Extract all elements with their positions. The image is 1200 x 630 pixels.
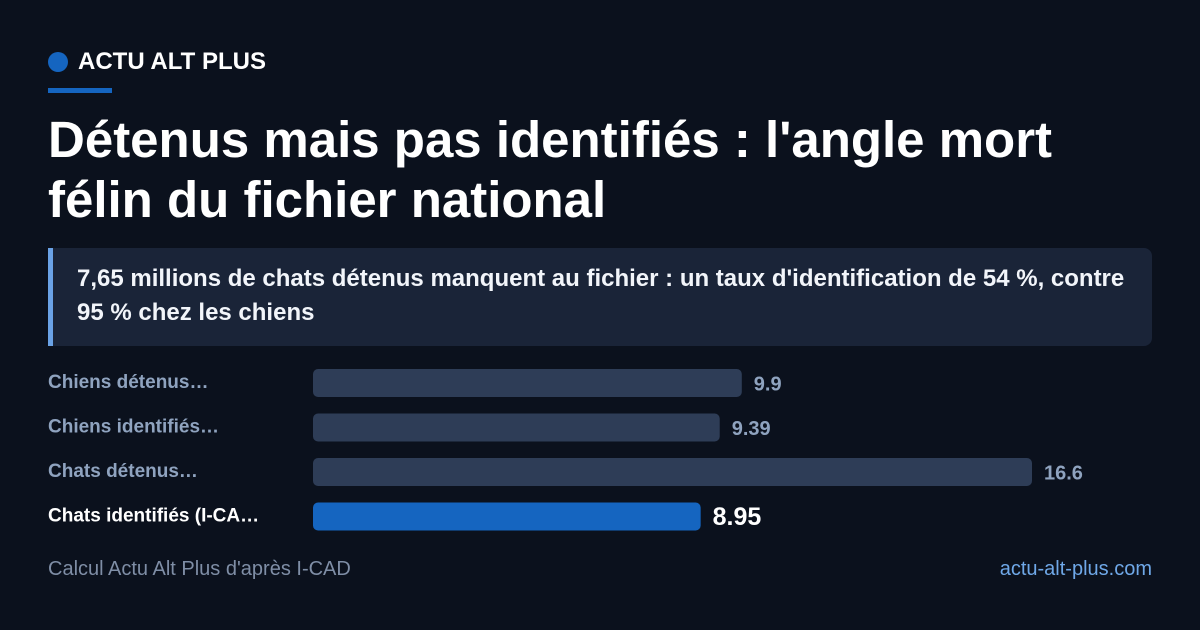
value-label: 9.39	[732, 418, 771, 440]
bar	[313, 502, 701, 531]
brand-rule	[48, 88, 112, 93]
chart-title: Détenus mais pas identifiés : l'angle mo…	[48, 111, 1053, 228]
bar	[313, 413, 720, 442]
value-label: 9.9	[754, 373, 782, 395]
brand-name: ACTU ALT PLUS	[78, 48, 266, 75]
bar	[313, 369, 742, 397]
brand: ACTU ALT PLUS	[48, 48, 266, 76]
value-label: 8.95	[713, 503, 762, 531]
bar	[313, 458, 1032, 486]
brand-dot	[48, 52, 68, 72]
site-link[interactable]: actu-alt-plus.com	[999, 558, 1152, 580]
chart-subtitle: 7,65 millions de chats détenus manquent …	[48, 248, 1152, 346]
category-label: Chiens détenus…	[48, 372, 208, 393]
value-label: 16.6	[1044, 462, 1083, 484]
category-label: Chats identifiés (I-CA…	[48, 506, 259, 527]
category-label: Chats détenus…	[48, 461, 198, 482]
category-label: Chiens identifiés…	[48, 417, 219, 438]
source: Calcul Actu Alt Plus d'après I-CAD	[48, 558, 351, 580]
